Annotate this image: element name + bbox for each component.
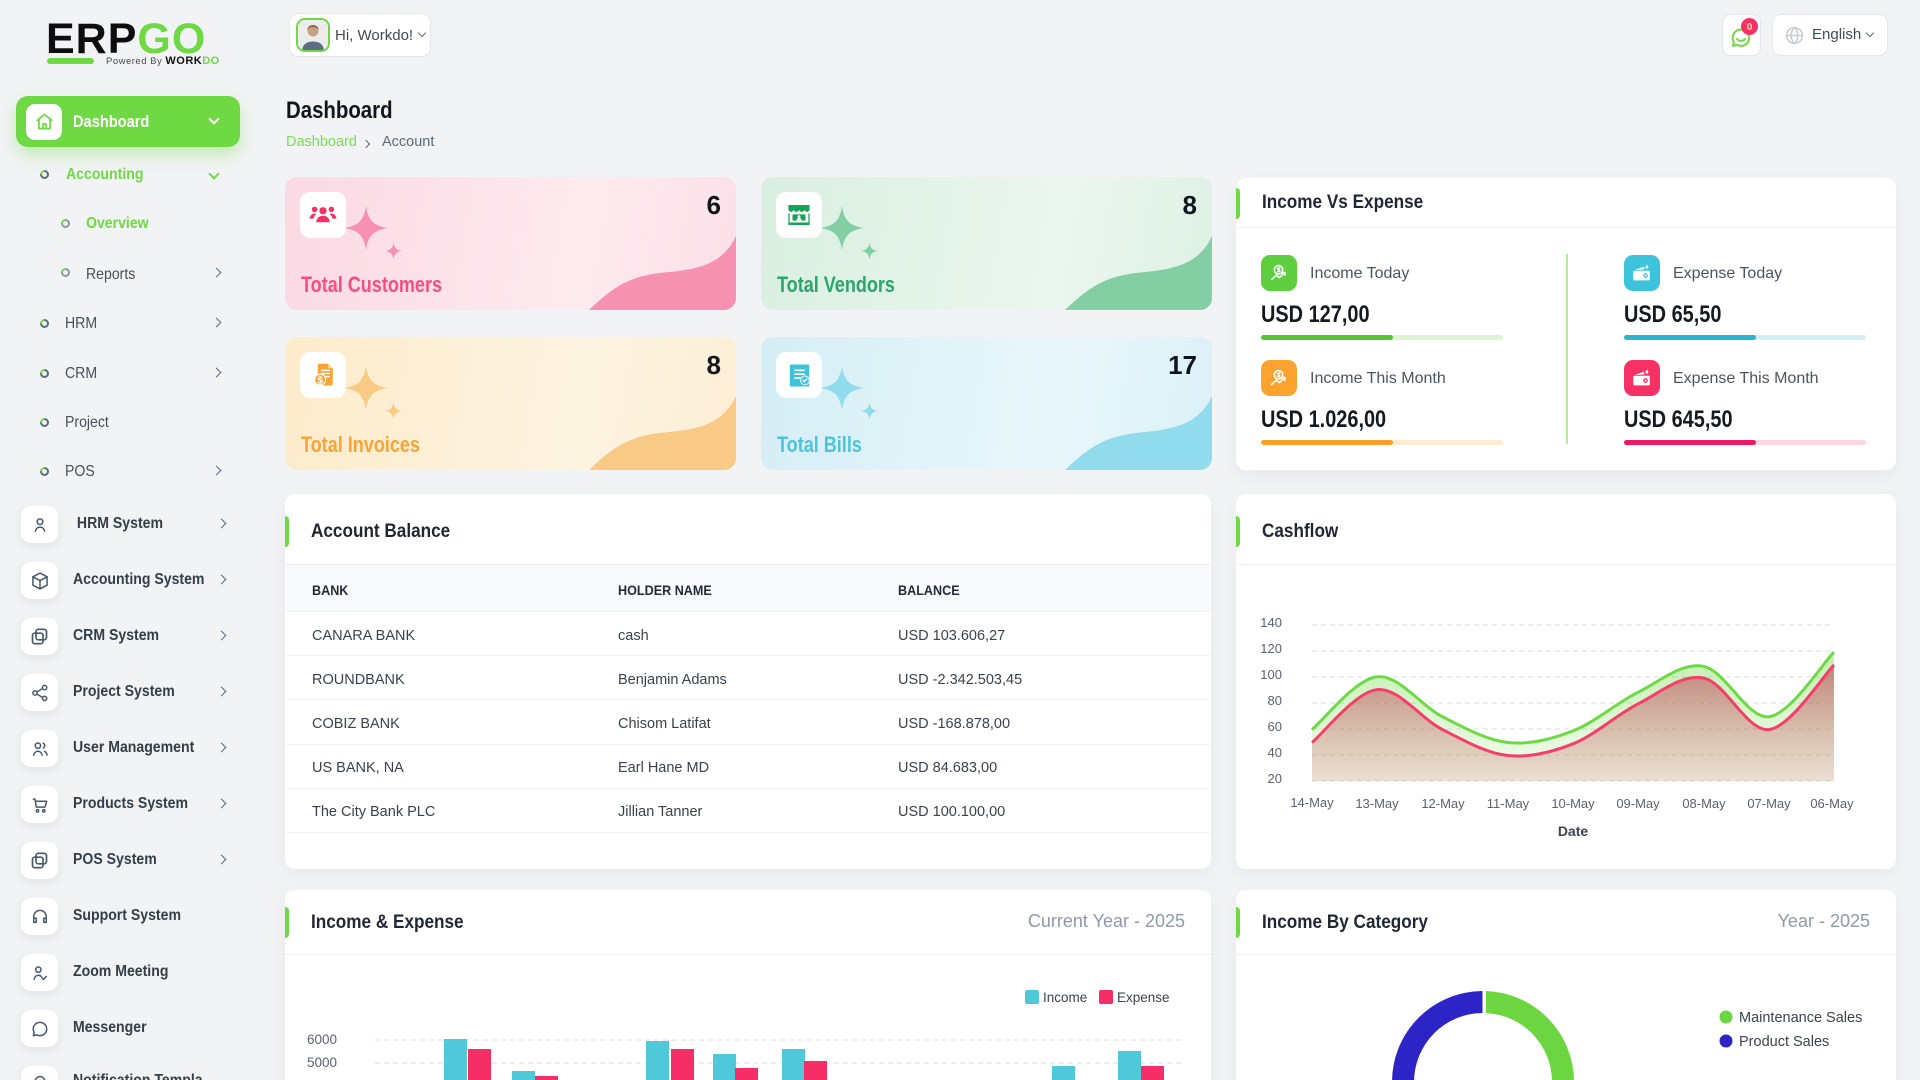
svg-text:140: 140 xyxy=(1260,615,1282,630)
svg-text:06-May: 06-May xyxy=(1810,796,1854,811)
svg-text:5000: 5000 xyxy=(307,1055,337,1070)
svg-text:40: 40 xyxy=(1268,745,1282,760)
svg-text:$: $ xyxy=(317,375,323,386)
svg-text:12-May: 12-May xyxy=(1421,796,1465,811)
svg-text:100: 100 xyxy=(1260,667,1282,682)
svg-text:Maintenance Sales: Maintenance Sales xyxy=(1739,1010,1862,1026)
svg-text:6000: 6000 xyxy=(307,1032,337,1047)
svg-text:10-May: 10-May xyxy=(1551,796,1595,811)
svg-text:13-May: 13-May xyxy=(1355,796,1399,811)
svg-text:Product Sales: Product Sales xyxy=(1739,1034,1829,1050)
svg-text:08-May: 08-May xyxy=(1682,796,1726,811)
svg-text:60: 60 xyxy=(1268,719,1282,734)
svg-text:4000: 4000 xyxy=(307,1078,337,1080)
svg-text:20: 20 xyxy=(1268,771,1282,786)
svg-text:120: 120 xyxy=(1260,641,1282,656)
svg-text:07-May: 07-May xyxy=(1747,796,1791,811)
svg-text:Income: Income xyxy=(1043,990,1087,1005)
svg-text:80: 80 xyxy=(1268,693,1282,708)
svg-text:Date: Date xyxy=(1558,823,1589,839)
svg-text:14-May: 14-May xyxy=(1290,795,1334,810)
svg-text:09-May: 09-May xyxy=(1616,796,1660,811)
svg-text:Expense: Expense xyxy=(1117,990,1170,1005)
svg-text:11-May: 11-May xyxy=(1487,796,1530,811)
